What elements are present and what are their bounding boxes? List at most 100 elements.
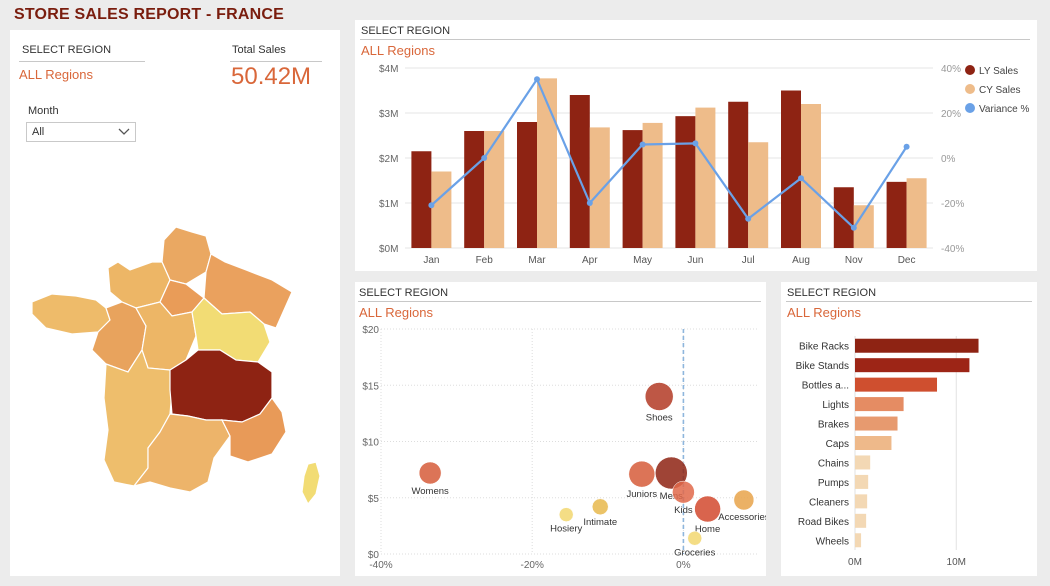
divider bbox=[360, 39, 1030, 40]
scatter-point-hosiery bbox=[558, 507, 574, 522]
product-label: Pumps bbox=[818, 478, 849, 489]
product-sales-bar-chart[interactable]: 0M 10M Bike Racks Bike Stands Bottles a... Li… bbox=[781, 282, 1037, 576]
france-map[interactable] bbox=[10, 210, 340, 576]
variance-point bbox=[534, 76, 540, 83]
variance-point bbox=[903, 143, 910, 150]
product-label: Bike Stands bbox=[796, 361, 849, 372]
scatter-chart-header: SELECT REGION bbox=[359, 287, 449, 299]
y2-tick-label: 40% bbox=[941, 64, 961, 75]
x-tick-label: 0% bbox=[676, 560, 691, 571]
product-bar bbox=[855, 397, 904, 412]
cy-sales-bar bbox=[853, 205, 874, 248]
ly-sales-bar bbox=[464, 131, 485, 248]
product-bar-header: SELECT REGION bbox=[787, 287, 877, 299]
scatter-point-womens bbox=[418, 461, 442, 485]
region-slicer-value[interactable]: ALL Regions bbox=[19, 67, 93, 82]
x-tick-label: Feb bbox=[476, 255, 494, 266]
cy-sales-bar bbox=[484, 131, 505, 248]
scatter-point-juniors bbox=[628, 460, 656, 488]
y-tick-label: $1M bbox=[379, 199, 398, 210]
variance-point bbox=[850, 224, 857, 231]
scatter-label: Womens bbox=[411, 486, 449, 497]
scatter-label: Accessories bbox=[718, 512, 766, 523]
x-tick-label: 0M bbox=[848, 557, 862, 568]
cy-sales-bar bbox=[642, 122, 663, 248]
total-sales-value: 50.42M bbox=[231, 63, 312, 90]
scatter-label: Groceries bbox=[674, 547, 715, 558]
variance-point bbox=[745, 215, 752, 222]
map-region-bretagne bbox=[31, 293, 111, 335]
x-tick-label: Dec bbox=[898, 255, 916, 266]
scatter-label: Shoes bbox=[646, 413, 673, 424]
ly-sales-bar bbox=[886, 181, 907, 248]
y2-tick-label: -40% bbox=[941, 244, 964, 255]
region-slicer-label: SELECT REGION bbox=[22, 44, 112, 56]
scatter-label: Mens bbox=[660, 491, 683, 502]
cy-sales-bar bbox=[431, 171, 452, 248]
product-label: Brakes bbox=[818, 420, 849, 431]
category-scatter-chart[interactable]: $0 $5 $10 $15 $20 -40% -20% 0% Shoes Womens Junior… bbox=[355, 282, 766, 576]
map-region-provence bbox=[220, 396, 287, 463]
divider bbox=[230, 61, 322, 62]
product-bar bbox=[855, 377, 938, 392]
product-label: Wheels bbox=[816, 536, 849, 547]
month-dropdown[interactable]: All bbox=[26, 122, 136, 142]
x-tick-label: Jun bbox=[687, 255, 703, 266]
combo-chart-header: SELECT REGION bbox=[361, 25, 451, 37]
ly-sales-bar bbox=[517, 122, 537, 248]
ly-sales-bar bbox=[781, 90, 801, 248]
scatter-point-home bbox=[694, 495, 721, 523]
map-region-occitanie bbox=[132, 413, 231, 493]
ly-sales-bar bbox=[411, 151, 432, 248]
product-label: Bike Racks bbox=[799, 342, 849, 353]
scatter-chart-region: ALL Regions bbox=[359, 305, 433, 320]
variance-point bbox=[798, 175, 804, 182]
ly-sales-bar bbox=[728, 101, 749, 248]
y-tick-label: $0 bbox=[368, 550, 380, 561]
map-region-hauts-de-france bbox=[161, 226, 212, 285]
scatter-chart-panel bbox=[355, 282, 766, 576]
variance-point bbox=[692, 140, 699, 147]
product-bar bbox=[855, 474, 869, 489]
scatter-label: Hosiery bbox=[550, 524, 582, 535]
y2-tick-label: -20% bbox=[941, 199, 964, 210]
combo-chart-region: ALL Regions bbox=[361, 43, 435, 58]
filter-panel bbox=[10, 30, 340, 210]
y-tick-label: $2M bbox=[379, 154, 398, 165]
cy-sales-bar bbox=[695, 107, 716, 248]
scatter-point-accessories bbox=[733, 489, 755, 511]
scatter-label: Juniors bbox=[627, 489, 658, 500]
x-tick-label: Jul bbox=[742, 255, 755, 266]
cy-sales-bar bbox=[748, 142, 769, 248]
legend-label: LY Sales bbox=[979, 66, 1018, 77]
variance-point bbox=[586, 200, 593, 206]
scatter-label: Intimate bbox=[583, 517, 617, 528]
variance-point bbox=[481, 155, 488, 161]
y-tick-label: $5 bbox=[368, 494, 380, 505]
page-title: STORE SALES REPORT - FRANCE bbox=[14, 6, 285, 23]
product-bar bbox=[855, 494, 868, 509]
product-bar-region: ALL Regions bbox=[787, 305, 861, 320]
y-tick-label: $20 bbox=[362, 325, 379, 336]
scatter-point-kids bbox=[672, 480, 695, 504]
legend-marker bbox=[965, 65, 975, 75]
x-tick-label: Nov bbox=[845, 255, 863, 266]
scatter-point-mens bbox=[655, 456, 688, 490]
y-tick-label: $10 bbox=[362, 438, 379, 449]
y2-tick-label: 0% bbox=[941, 154, 956, 165]
x-tick-label: -20% bbox=[521, 560, 544, 571]
sales-combo-chart[interactable]: $0M $1M $2M $3M $4M -40% -20% 0% 20% 40% Jan Feb Mar… bbox=[355, 20, 1037, 271]
x-tick-label: Mar bbox=[528, 255, 546, 266]
cy-sales-bar bbox=[906, 178, 927, 248]
x-tick-label: 10M bbox=[947, 557, 966, 568]
y-tick-label: $4M bbox=[379, 64, 398, 75]
product-bar bbox=[855, 416, 898, 431]
x-tick-label: Jan bbox=[423, 255, 439, 266]
x-tick-label: Aug bbox=[792, 255, 810, 266]
legend-marker bbox=[965, 103, 975, 113]
product-bar bbox=[855, 338, 979, 353]
variance-line bbox=[430, 76, 908, 230]
cy-sales-bar bbox=[589, 127, 610, 248]
scatter-label: Kids bbox=[674, 505, 693, 516]
product-label: Lights bbox=[822, 400, 849, 411]
